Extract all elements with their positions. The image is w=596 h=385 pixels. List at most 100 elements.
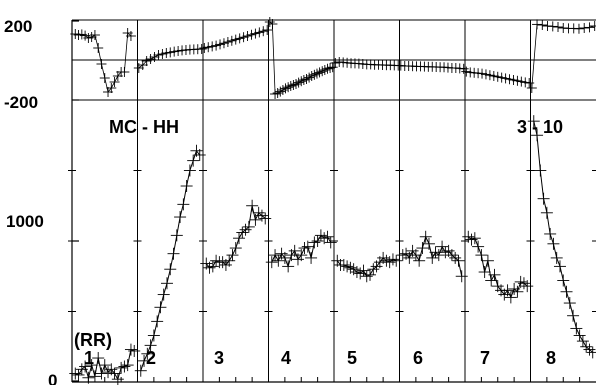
top-data-point <box>301 74 312 84</box>
top-data-point <box>496 72 507 83</box>
main-data-point <box>504 291 517 304</box>
top-data-point <box>520 77 531 88</box>
top-data-point <box>584 22 595 33</box>
panel-label-1: 1 <box>84 348 94 368</box>
main-data-point <box>108 367 121 380</box>
top-data-point <box>330 58 341 68</box>
main-data-point <box>314 229 327 242</box>
main-data-point <box>514 275 527 288</box>
main-data-point <box>259 212 272 225</box>
main-data-point <box>537 192 550 205</box>
main-data-point <box>160 277 173 290</box>
top-data-point <box>461 66 472 77</box>
top-data-point <box>319 65 330 75</box>
top-data-point <box>226 35 237 46</box>
top-data-point <box>89 30 100 40</box>
top-data-point <box>215 39 226 50</box>
panel-label-3: 3 <box>214 348 224 368</box>
top-data-point <box>250 28 261 39</box>
main-data-point <box>138 354 151 367</box>
main-series-line-8 <box>533 120 594 353</box>
top-data-point <box>296 76 307 87</box>
main-data-point <box>255 209 268 222</box>
main-data-point <box>321 230 334 243</box>
main-data-point <box>272 254 285 267</box>
top-data-point <box>283 82 294 93</box>
main-data-point <box>383 256 396 269</box>
main-data-point <box>449 251 462 264</box>
top-data-point <box>203 42 214 53</box>
main-data-point <box>301 240 314 253</box>
main-data-point <box>167 247 180 260</box>
top-data-point <box>161 48 172 58</box>
top-data-point <box>526 83 537 93</box>
main-data-point <box>452 254 465 267</box>
top-data-point <box>93 43 104 53</box>
top-data-point <box>165 47 176 58</box>
top-data-point <box>196 44 207 54</box>
main-data-point <box>151 315 164 328</box>
main-data-point <box>249 213 262 226</box>
top-data-point <box>298 75 309 85</box>
top-data-point <box>532 19 543 30</box>
main-data-point <box>180 180 193 193</box>
top-data-point <box>109 77 120 87</box>
main-data-point <box>534 164 547 177</box>
panel-label-5: 5 <box>347 348 357 368</box>
top-data-point <box>309 69 320 80</box>
main-data-point <box>517 277 530 290</box>
top-data-point <box>272 88 283 98</box>
main-data-point <box>269 249 282 262</box>
top-data-point <box>145 54 156 64</box>
main-data-point <box>586 346 596 359</box>
main-data-point <box>553 260 566 273</box>
top-data-point <box>314 67 325 78</box>
top-data-point <box>99 73 110 83</box>
top-data-point <box>157 49 168 59</box>
main-ytick-label-0: 0 <box>48 371 57 385</box>
top-data-point <box>199 43 210 53</box>
main-data-point <box>557 274 570 287</box>
main-data-point <box>305 251 318 264</box>
main-data-point <box>341 260 354 273</box>
main-data-point <box>576 335 589 348</box>
top-data-point <box>119 67 130 77</box>
top-data-point <box>149 52 160 62</box>
annotation-rr: (RR) <box>74 330 112 350</box>
top-data-point <box>492 71 503 82</box>
main-data-point <box>141 347 154 360</box>
top-data-point <box>508 75 519 85</box>
top-data-point <box>573 23 584 34</box>
main-data-point <box>157 288 170 301</box>
main-data-point <box>210 254 223 267</box>
top-data-point <box>125 31 136 41</box>
panel-label-6: 6 <box>413 348 423 368</box>
main-data-point <box>396 249 409 262</box>
main-data-point <box>183 164 196 177</box>
main-data-point <box>544 227 557 240</box>
top-data-point <box>327 62 338 73</box>
panel-label-4: 4 <box>281 348 291 368</box>
chart-title: MC - HH <box>109 117 179 137</box>
top-data-point <box>267 19 278 29</box>
main-data-point <box>481 254 494 267</box>
main-data-point <box>128 344 141 357</box>
top-data-point <box>258 26 269 37</box>
main-data-point <box>223 254 236 267</box>
top-data-point <box>96 59 107 69</box>
main-data-point <box>102 366 115 379</box>
main-data-point <box>318 232 331 245</box>
top-data-point <box>291 79 302 89</box>
main-data-point <box>354 267 367 280</box>
main-data-point <box>282 260 295 273</box>
top-data-point <box>242 31 253 41</box>
main-data-point <box>298 242 311 255</box>
main-data-point <box>174 211 187 224</box>
top-data-point <box>270 89 281 99</box>
main-data-point <box>386 253 399 266</box>
main-data-point <box>426 251 439 264</box>
main-data-point <box>540 206 553 219</box>
top-data-point <box>293 77 304 88</box>
top-data-point <box>480 69 491 80</box>
